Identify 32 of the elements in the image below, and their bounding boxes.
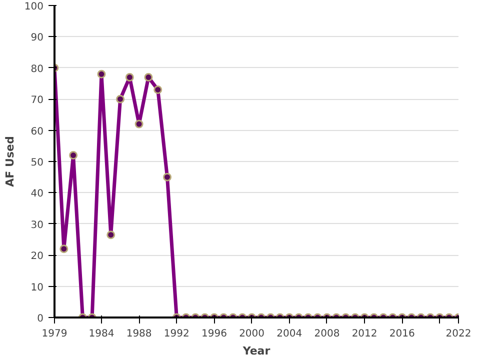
x-tick-label: 2012	[352, 328, 378, 340]
x-tick-label: 2004	[276, 328, 302, 340]
x-tick-label: 2008	[314, 328, 340, 340]
y-tick-label: 50	[30, 158, 44, 168]
point	[116, 94, 125, 104]
y-tick-label: 20	[30, 251, 44, 262]
x-tick-label: 2016	[389, 328, 415, 340]
x-tick-label: 2022	[446, 328, 472, 340]
point	[69, 151, 78, 160]
x-tick-label: 1988	[126, 328, 152, 340]
y-tick-label: 90	[30, 32, 44, 44]
y-tick-label: 100	[24, 2, 44, 12]
point	[162, 172, 172, 182]
point	[144, 73, 153, 82]
point	[125, 73, 134, 82]
x-tick-label: 1992	[164, 328, 190, 340]
y-tick-label: 60	[30, 126, 44, 138]
x-tick-label: 1996	[201, 328, 227, 340]
y-tick-label: 80	[30, 64, 44, 75]
y-tick-label: 40	[30, 188, 44, 200]
y-tick-label: 10	[30, 282, 44, 294]
y-tick-label: 30	[30, 220, 44, 231]
point	[134, 120, 144, 128]
point	[97, 70, 106, 78]
y-tick-label: 0	[37, 314, 44, 324]
x-tick-label: 1984	[88, 328, 114, 340]
y-axis-title: AF Used	[3, 136, 16, 187]
x-tick-label: 2000	[239, 328, 265, 340]
point	[154, 85, 162, 94]
x-tick-label: 1979	[42, 328, 68, 340]
y-tick-label: 70	[30, 95, 44, 106]
x-axis-title: Year	[242, 344, 271, 358]
